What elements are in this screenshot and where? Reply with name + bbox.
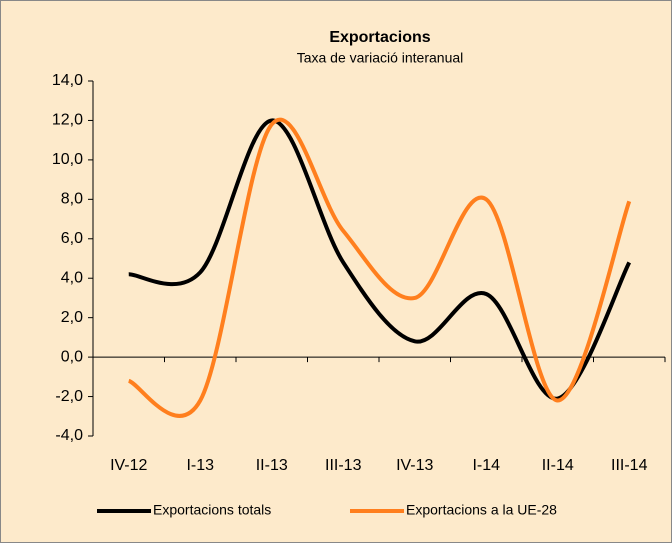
x-tick-label: I-13 [186,457,214,474]
x-tick-label: I-14 [472,457,500,474]
legend-label: Exportacions a la UE-28 [406,502,557,518]
y-tick-label: -4,0 [55,427,83,444]
y-tick-label: 4,0 [61,269,83,286]
y-tick-label: -2,0 [55,388,83,405]
y-tick-label: 12,0 [52,112,83,129]
y-tick-label: 10,0 [52,151,83,168]
x-tick-label: IV-12 [110,457,147,474]
y-tick-label: 6,0 [61,230,83,247]
chart-title: Exportacions [329,29,430,46]
chart-subtitle: Taxa de variació interanual [297,50,464,66]
x-tick-label: II-14 [542,457,574,474]
y-tick-label: 14,0 [52,72,83,89]
x-tick-label: III-13 [325,457,362,474]
x-tick-label: II-13 [256,457,288,474]
y-tick-label: 2,0 [61,309,83,326]
x-tick-label: IV-13 [396,457,433,474]
y-tick-label: 0,0 [61,348,83,365]
y-tick-label: 8,0 [61,191,83,208]
series-line [127,117,632,418]
legend-label: Exportacions totals [153,502,271,518]
x-tick-label: III-14 [611,457,648,474]
